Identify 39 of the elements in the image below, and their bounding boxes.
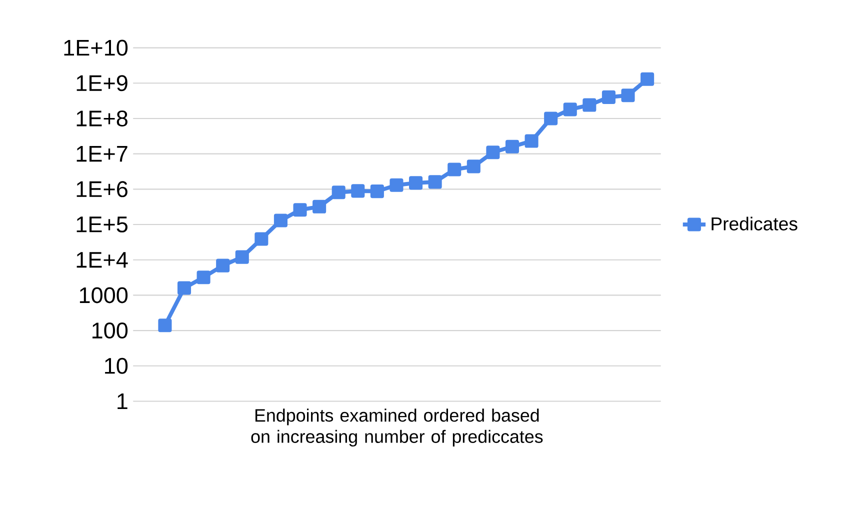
point [370, 184, 384, 198]
y-tick-label: 1E+4 [76, 252, 128, 268]
point [235, 250, 249, 264]
point [466, 160, 480, 174]
y-tick-label: 1000 [80, 287, 128, 304]
point [544, 112, 558, 126]
y-tick-label: 1E+6 [76, 181, 128, 198]
point [602, 90, 616, 104]
y-tick-label: 1E+5 [76, 216, 128, 233]
point [216, 258, 230, 272]
point [293, 203, 307, 217]
y-tick-label: 1E+7 [76, 146, 128, 162]
point [621, 88, 635, 102]
point [351, 184, 365, 198]
y-tick-label: 100 [92, 322, 128, 339]
x-axis-title: Endpoints examined ordered based on increasing number of prediccates [251, 408, 543, 447]
point [158, 318, 172, 332]
point [312, 200, 326, 214]
point [486, 146, 500, 160]
point [274, 214, 288, 228]
y-tick-label: 1E+9 [76, 75, 128, 92]
point [582, 98, 596, 112]
y-tick-label: 10 [105, 358, 128, 374]
point [524, 134, 538, 148]
point [563, 102, 577, 116]
point [177, 281, 192, 295]
y-tick-label: 1E+8 [76, 110, 128, 127]
point [390, 178, 404, 192]
legend-label: Predicates [712, 216, 798, 231]
point [409, 176, 423, 190]
point [640, 72, 654, 86]
point [448, 162, 462, 176]
point [332, 186, 346, 200]
point [505, 140, 520, 154]
point [254, 232, 268, 246]
y-tick-label: 1E+10 [64, 40, 128, 56]
point [196, 270, 210, 284]
point [428, 175, 442, 189]
y-tick-label: 1 [118, 394, 128, 410]
